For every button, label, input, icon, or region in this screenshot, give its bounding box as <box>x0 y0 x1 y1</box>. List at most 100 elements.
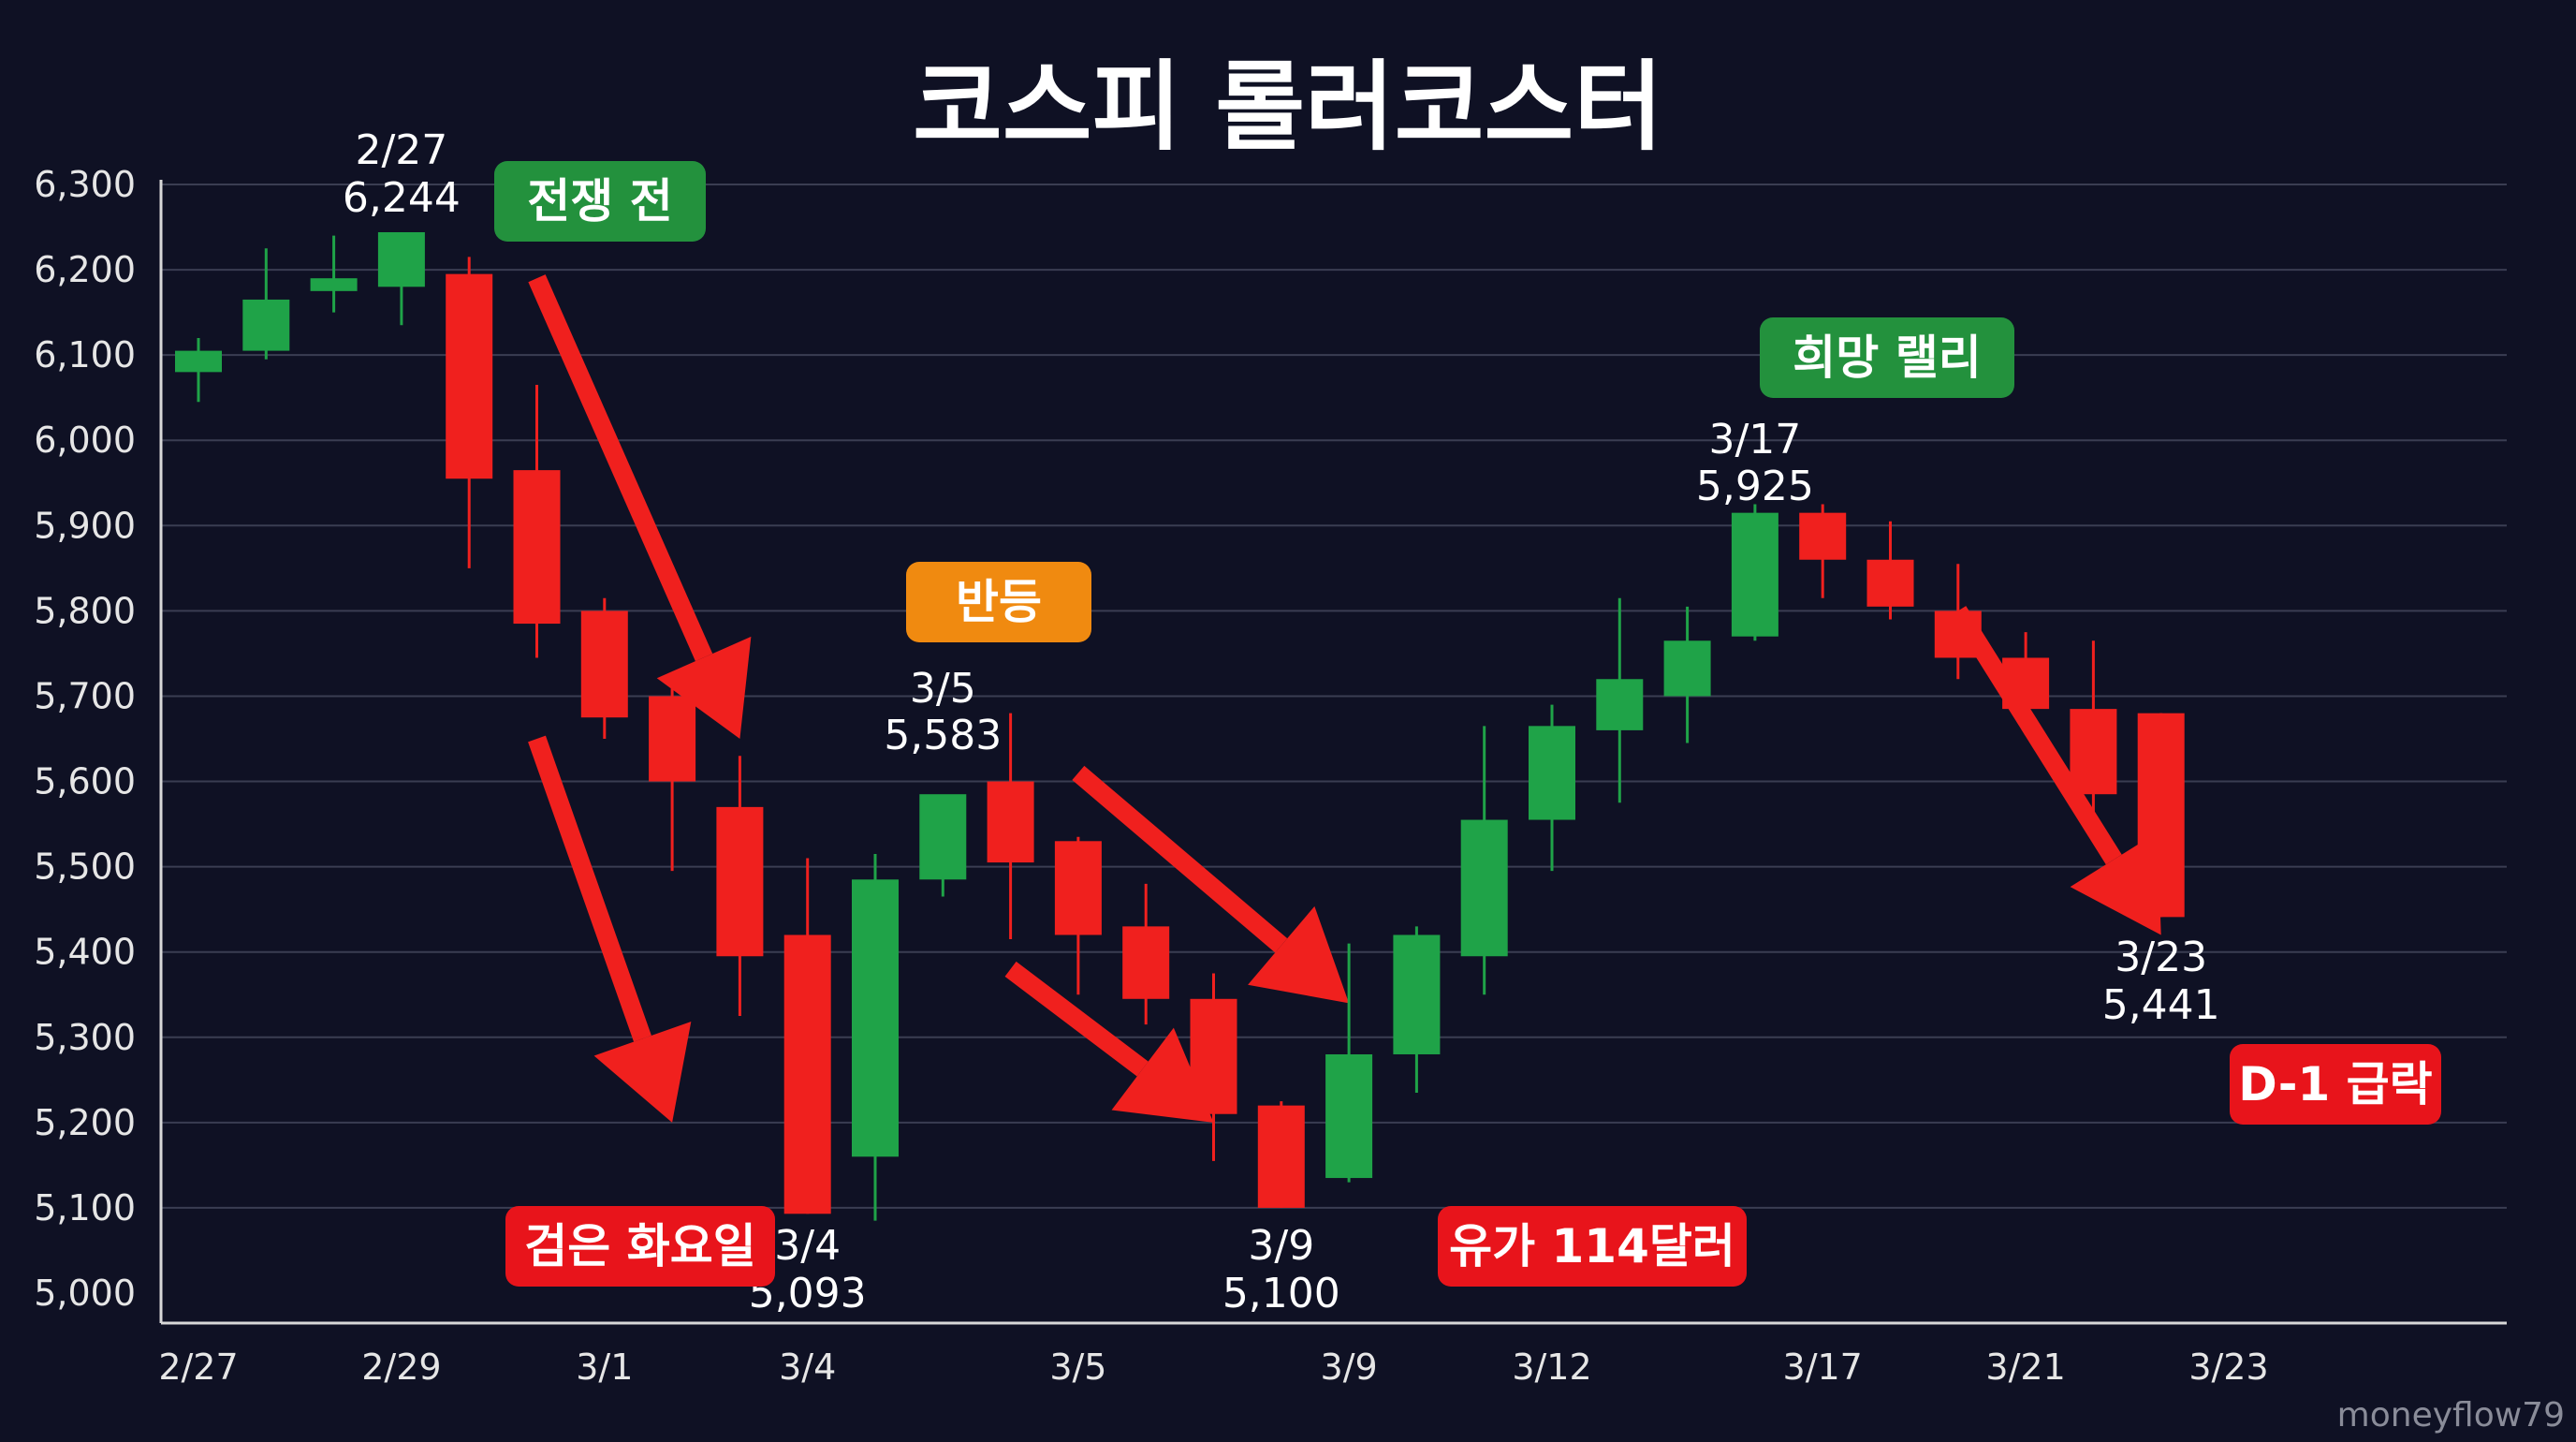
x-tick-label: 3/5 <box>1049 1346 1106 1388</box>
axis-layer: 5,000 5,100 5,200 5,300 5,400 5,500 5,600 5,700… <box>34 164 2507 1388</box>
annotation-tag: 희망 랠리 <box>1760 317 2014 398</box>
candle-up <box>1460 726 1508 995</box>
y-tick-label: 5,200 <box>34 1102 136 1143</box>
y-tick-label: 5,600 <box>34 761 136 802</box>
candle-body <box>175 350 222 373</box>
candle-down <box>513 385 561 658</box>
candle-down <box>2137 713 2185 918</box>
y-tick-label: 5,800 <box>34 590 136 631</box>
tag-label: 검은 화요일 <box>524 1219 755 1273</box>
trend-arrow <box>1004 961 1214 1123</box>
annotation-date: 3/9 <box>1248 1222 1314 1270</box>
annotation-tag: 전쟁 전 <box>494 161 706 242</box>
candle-body <box>1325 1053 1373 1179</box>
candle-down <box>987 713 1034 940</box>
candle-body <box>1529 726 1575 820</box>
x-tick-label: 2/29 <box>361 1346 441 1388</box>
candle-down <box>1257 1101 1305 1208</box>
candle-body <box>310 278 358 291</box>
annotation-tag: 검은 화요일 <box>505 1206 775 1287</box>
candle-up <box>919 794 967 897</box>
tag-label: 전쟁 전 <box>527 174 672 228</box>
candle-body <box>2070 709 2117 795</box>
annotation-value: 5,100 <box>1222 1270 1340 1317</box>
annotation-value: 5,441 <box>2102 981 2220 1029</box>
candle-up <box>242 248 290 360</box>
y-tick-label: 5,100 <box>34 1187 136 1229</box>
candle-body <box>1190 998 1237 1114</box>
candle-body <box>919 794 967 880</box>
candle-down <box>1866 521 1914 620</box>
annotation-value: 6,244 <box>343 174 461 222</box>
tag-box <box>906 562 1091 642</box>
candle-layer <box>175 232 2185 1221</box>
candle-body <box>513 470 561 625</box>
candle-down <box>783 858 831 1214</box>
annotation-date: 3/5 <box>910 665 976 713</box>
x-tick-label: 3/17 <box>1783 1346 1863 1388</box>
x-tick-label: 3/1 <box>576 1346 633 1388</box>
watermark: moneyflow79 <box>2337 1396 2565 1435</box>
point-annotation: 2/276,244 <box>343 126 461 222</box>
y-tick-label: 5,900 <box>34 505 136 546</box>
candle-body <box>649 696 696 782</box>
candle-up <box>175 337 222 403</box>
x-tick-label: 3/4 <box>779 1346 836 1388</box>
candle-body <box>987 781 1034 863</box>
candle-down <box>2002 632 2050 735</box>
annotation-tag: D-1 급락 <box>2230 1044 2441 1125</box>
candle-down <box>716 756 764 1016</box>
tag-box <box>494 161 706 242</box>
candle-body <box>716 806 764 957</box>
y-tick-label: 5,000 <box>34 1273 136 1314</box>
annotation-tag: 유가 114달러 <box>1438 1206 1747 1287</box>
point-annotation: 3/55,583 <box>884 665 1002 759</box>
candle-down <box>1934 564 1982 680</box>
candle-down <box>1054 836 1102 995</box>
candle-up <box>852 853 899 1221</box>
trend-arrow <box>528 735 692 1123</box>
tag-box <box>2230 1044 2441 1125</box>
y-tick-label: 5,400 <box>34 932 136 973</box>
candle-body <box>1054 841 1102 935</box>
point-annotation: 3/175,925 <box>1696 416 1814 510</box>
tag-label: 반등 <box>956 575 1042 629</box>
tag-box <box>505 1206 775 1287</box>
x-tick-label: 3/21 <box>1985 1346 2065 1388</box>
candle-body <box>580 611 628 718</box>
annotation-date: 2/27 <box>355 126 447 174</box>
y-tick-label: 5,500 <box>34 846 136 888</box>
candle-body <box>1866 559 1914 607</box>
tag-box <box>1760 317 2014 398</box>
y-tick-label: 6,300 <box>34 164 136 205</box>
candle-body <box>1122 926 1170 999</box>
annotation-date: 3/17 <box>1708 416 1801 464</box>
y-tick-label: 6,100 <box>34 334 136 375</box>
annotation-date: 3/4 <box>774 1222 841 1270</box>
annotation-value: 5,925 <box>1696 463 1814 510</box>
candle-up <box>1393 926 1441 1093</box>
annotation-value: 5,583 <box>884 712 1002 759</box>
annotation-layer: 2/276,2443/45,0933/55,5833/95,1003/175,9… <box>343 126 2220 1317</box>
candle-up <box>1731 504 1778 641</box>
candle-body <box>1460 819 1508 957</box>
candle-body <box>1663 640 1711 697</box>
y-tick-label: 6,000 <box>34 419 136 461</box>
candle-down <box>580 597 628 739</box>
trend-arrow <box>1072 765 1350 1004</box>
x-tick-label: 2/27 <box>158 1346 238 1388</box>
annotation-date: 3/23 <box>2115 934 2207 981</box>
annotation-tag: 반등 <box>906 562 1091 642</box>
candle-body <box>446 273 493 479</box>
candle-body <box>242 299 290 351</box>
candle-down <box>1122 883 1170 1025</box>
candle-down <box>2070 640 2117 837</box>
x-tick-label: 3/23 <box>2188 1346 2268 1388</box>
y-tick-label: 5,300 <box>34 1017 136 1058</box>
point-annotation: 3/235,441 <box>2102 934 2220 1029</box>
tag-label: 희망 랠리 <box>1793 331 1981 385</box>
candle-body <box>377 232 425 287</box>
candle-down <box>1799 504 1847 598</box>
